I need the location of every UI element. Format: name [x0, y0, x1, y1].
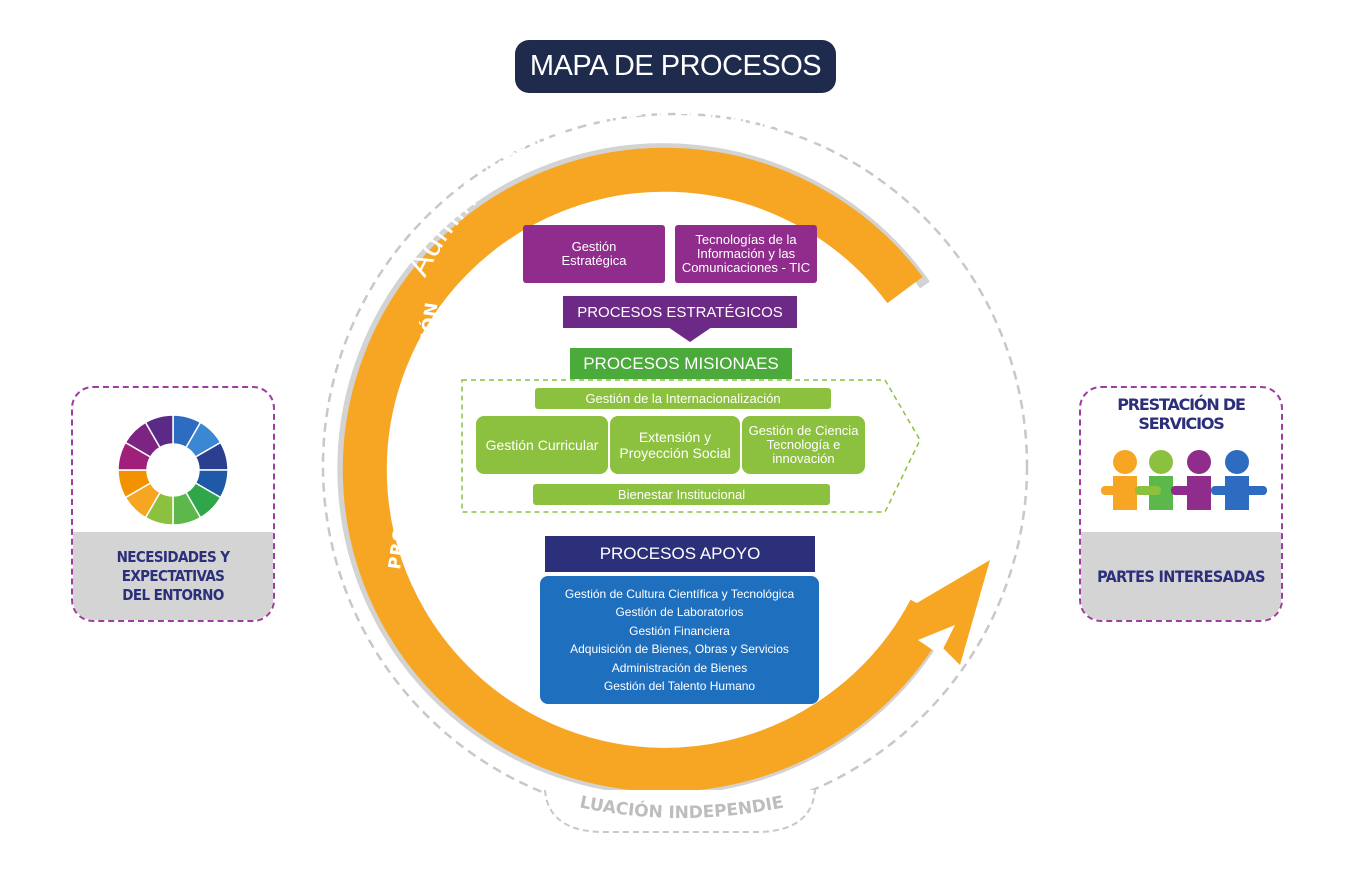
strategic-pointer — [668, 327, 712, 342]
service-title-wrap: PRESTACIÓN DE SERVICIOS — [1081, 395, 1281, 433]
missional-box-label: Gestión de Ciencia Tecnología e innovaci… — [748, 423, 859, 466]
missional-box-label: Gestión Curricular — [485, 437, 599, 453]
strategic-header-text: PROCESOS ESTRATÉGICOS — [577, 303, 783, 321]
strategic-box-gestion-estrategica: Gestión Estratégica — [523, 225, 665, 283]
missional-top-bar: Gestión de la Internacionalización — [535, 388, 831, 409]
strategic-box-label: Tecnologías de la Información y las Comu… — [681, 232, 811, 275]
stakeholders-card-label: PARTES INTERESADAS — [1097, 566, 1265, 586]
missional-frame — [461, 379, 921, 513]
arrow-notch — [918, 625, 955, 655]
missional-header: PROCESOS MISIONAES — [570, 348, 792, 379]
support-item: Gestión del Talento Humano — [603, 679, 756, 693]
support-item: Gestión Financiera — [629, 623, 730, 638]
strategic-header: PROCESOS ESTRATÉGICOS — [563, 296, 797, 328]
needs-card: NECESIDADES Y EXPECTATIVAS DEL ENTORNO — [71, 386, 275, 622]
color-wheel-icon — [117, 414, 229, 526]
page-title-text: MAPA DE PROCESOS — [529, 50, 822, 82]
support-item: Administración de Bienes — [611, 660, 748, 675]
support-header: PROCESOS APOYO — [545, 536, 815, 572]
people-icon — [1101, 450, 1267, 510]
needs-card-label: NECESIDADES Y EXPECTATIVAS DEL ENTORNO — [116, 547, 230, 604]
dashed-outer-ring — [321, 112, 1029, 820]
stakeholders-card-footer: PARTES INTERESADAS — [1081, 532, 1281, 620]
missional-box-extension: Extensión y Proyección Social — [610, 416, 740, 474]
missional-bottom-bar-text: Bienestar Institucional — [617, 487, 746, 502]
missional-top-bar-text: Gestión de la Internacionalización — [585, 391, 781, 406]
support-item: Gestión de Cultura Científica y Tecnológ… — [564, 586, 795, 601]
page-title: MAPA DE PROCESOS — [515, 40, 836, 93]
missional-box-curricular: Gestión Curricular — [476, 416, 608, 474]
missional-bottom-bar: Bienestar Institucional — [533, 484, 830, 505]
missional-box-ciencia: Gestión de Ciencia Tecnología e innovaci… — [742, 416, 865, 474]
cycle-arrowhead — [905, 560, 990, 665]
support-item: Gestión de Laboratorios — [615, 605, 744, 619]
strategic-box-label: Gestión Estratégica — [561, 239, 627, 268]
bottom-badge — [544, 789, 816, 833]
missional-box-label: Extensión y Proyección Social — [619, 429, 731, 461]
stakeholders-card: PRESTACIÓN DE SERVICIOS PARTES INTERESAD… — [1079, 386, 1283, 622]
missional-header-text: PROCESOS MISIONAES — [583, 353, 779, 373]
support-header-text: PROCESOS APOYO — [599, 544, 761, 563]
strategic-box-tic: Tecnologías de la Información y las Comu… — [675, 225, 817, 283]
orange-ring — [342, 147, 950, 792]
support-item: Adquisición de Bienes, Obras y Servicios — [570, 642, 789, 656]
needs-card-footer: NECESIDADES Y EXPECTATIVAS DEL ENTORNO — [73, 532, 273, 620]
service-title: PRESTACIÓN DE SERVICIOS — [1117, 395, 1246, 433]
support-list: Gestión de Cultura Científica y Tecnológ… — [540, 576, 819, 704]
